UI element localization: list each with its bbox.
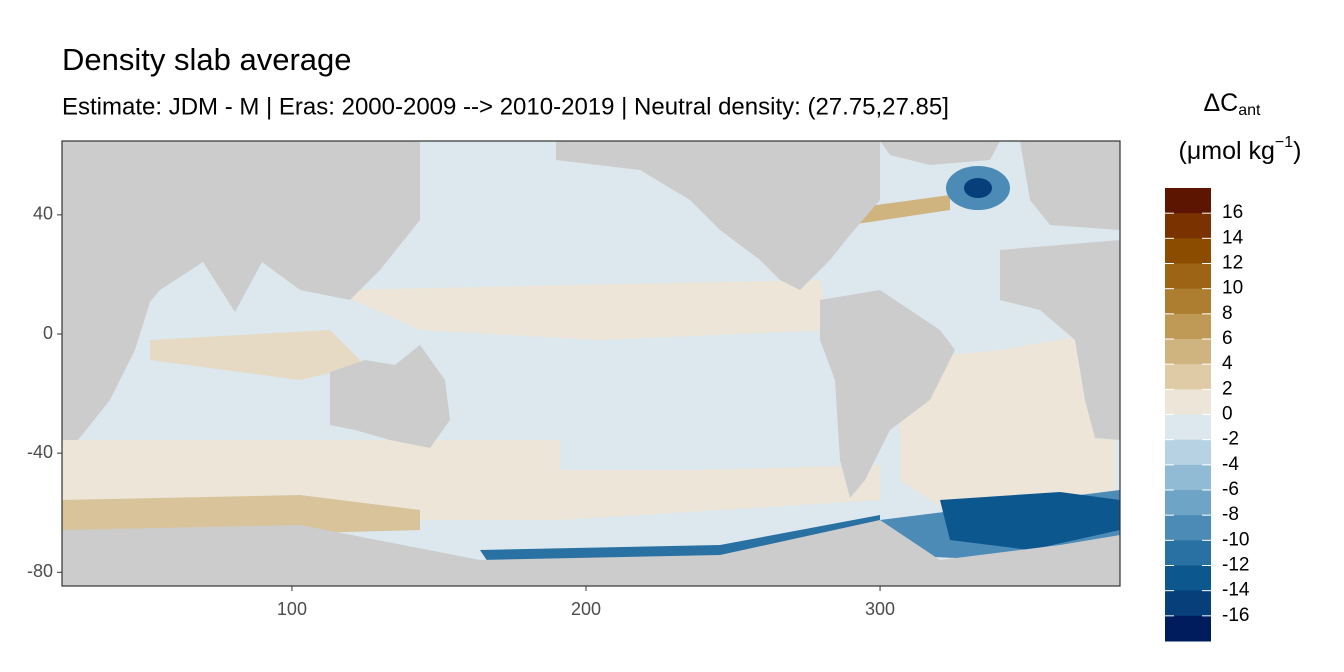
legend-swatch: [1165, 439, 1211, 466]
region: [150, 330, 365, 380]
legend-label: -6: [1222, 479, 1239, 500]
y-tick-label: 0: [43, 323, 53, 343]
legend-swatch: [1165, 540, 1211, 566]
x-tick-label: 200: [571, 599, 601, 619]
land: [62, 141, 1120, 586]
legend-swatch: [1165, 615, 1211, 642]
legend-title-part: (μmol kg: [1179, 137, 1275, 165]
legend-label: 2: [1222, 378, 1233, 399]
legend-swatch: [1165, 213, 1211, 239]
legend-swatch: [1165, 188, 1211, 214]
legend-label: -14: [1222, 580, 1250, 601]
chart-subtitle: Estimate: JDM - M | Eras: 2000-2009 --> …: [62, 93, 949, 120]
legend-label: -8: [1222, 504, 1239, 525]
legend-swatch: [1165, 389, 1211, 415]
legend-label: -4: [1222, 454, 1239, 475]
legend-swatch: [1165, 288, 1211, 315]
legend-label: -12: [1222, 555, 1249, 576]
region: [940, 492, 1120, 550]
legend-swatch: [1165, 590, 1211, 617]
region: [330, 280, 830, 340]
region: [900, 330, 1115, 520]
x-tick-label: 100: [277, 599, 307, 619]
legend-label: -2: [1222, 429, 1239, 450]
legend-swatch: [1165, 565, 1211, 592]
legend-label: 4: [1222, 353, 1233, 374]
legend-swatch: [1165, 339, 1211, 365]
legend-label: 16: [1222, 202, 1243, 223]
legend-swatch: [1165, 263, 1211, 290]
legend-title: ΔCant: [1203, 89, 1261, 120]
legend-label: -10: [1222, 529, 1249, 550]
legend-title: (μmol kg−1): [1179, 134, 1302, 164]
legend-swatch: [1165, 364, 1211, 390]
region: [480, 515, 880, 565]
map-panel: [61, 140, 1121, 587]
y-tick-label: 40: [33, 204, 53, 224]
legend-label: -16: [1222, 605, 1249, 626]
legend-label: 10: [1222, 278, 1243, 299]
legend-swatch: [1165, 515, 1211, 541]
y-tick-label: -80: [27, 561, 53, 581]
region: [840, 195, 950, 225]
legend-label: 14: [1222, 227, 1244, 248]
region: [964, 178, 992, 198]
legend-label: 6: [1222, 328, 1233, 349]
x-tick-label: 300: [865, 599, 895, 619]
legend-swatch: [1165, 238, 1211, 264]
panel-border: [61, 140, 1121, 587]
legend-title-part: ΔC: [1203, 89, 1238, 117]
chart-title: Density slab average: [62, 42, 352, 77]
legend-title-part: ): [1293, 137, 1301, 165]
legend-label: 8: [1222, 303, 1233, 324]
legend-label: 0: [1222, 404, 1233, 425]
legend-title-part: ant: [1238, 102, 1261, 119]
legend-swatch: [1165, 313, 1211, 340]
legend-label: 12: [1222, 253, 1243, 274]
legend-swatch: [1165, 464, 1211, 491]
y-tick-label: -40: [27, 442, 53, 462]
legend-title-part: −1: [1275, 134, 1293, 151]
legend-swatch: [1165, 414, 1211, 441]
legend-swatch: [1165, 490, 1211, 516]
